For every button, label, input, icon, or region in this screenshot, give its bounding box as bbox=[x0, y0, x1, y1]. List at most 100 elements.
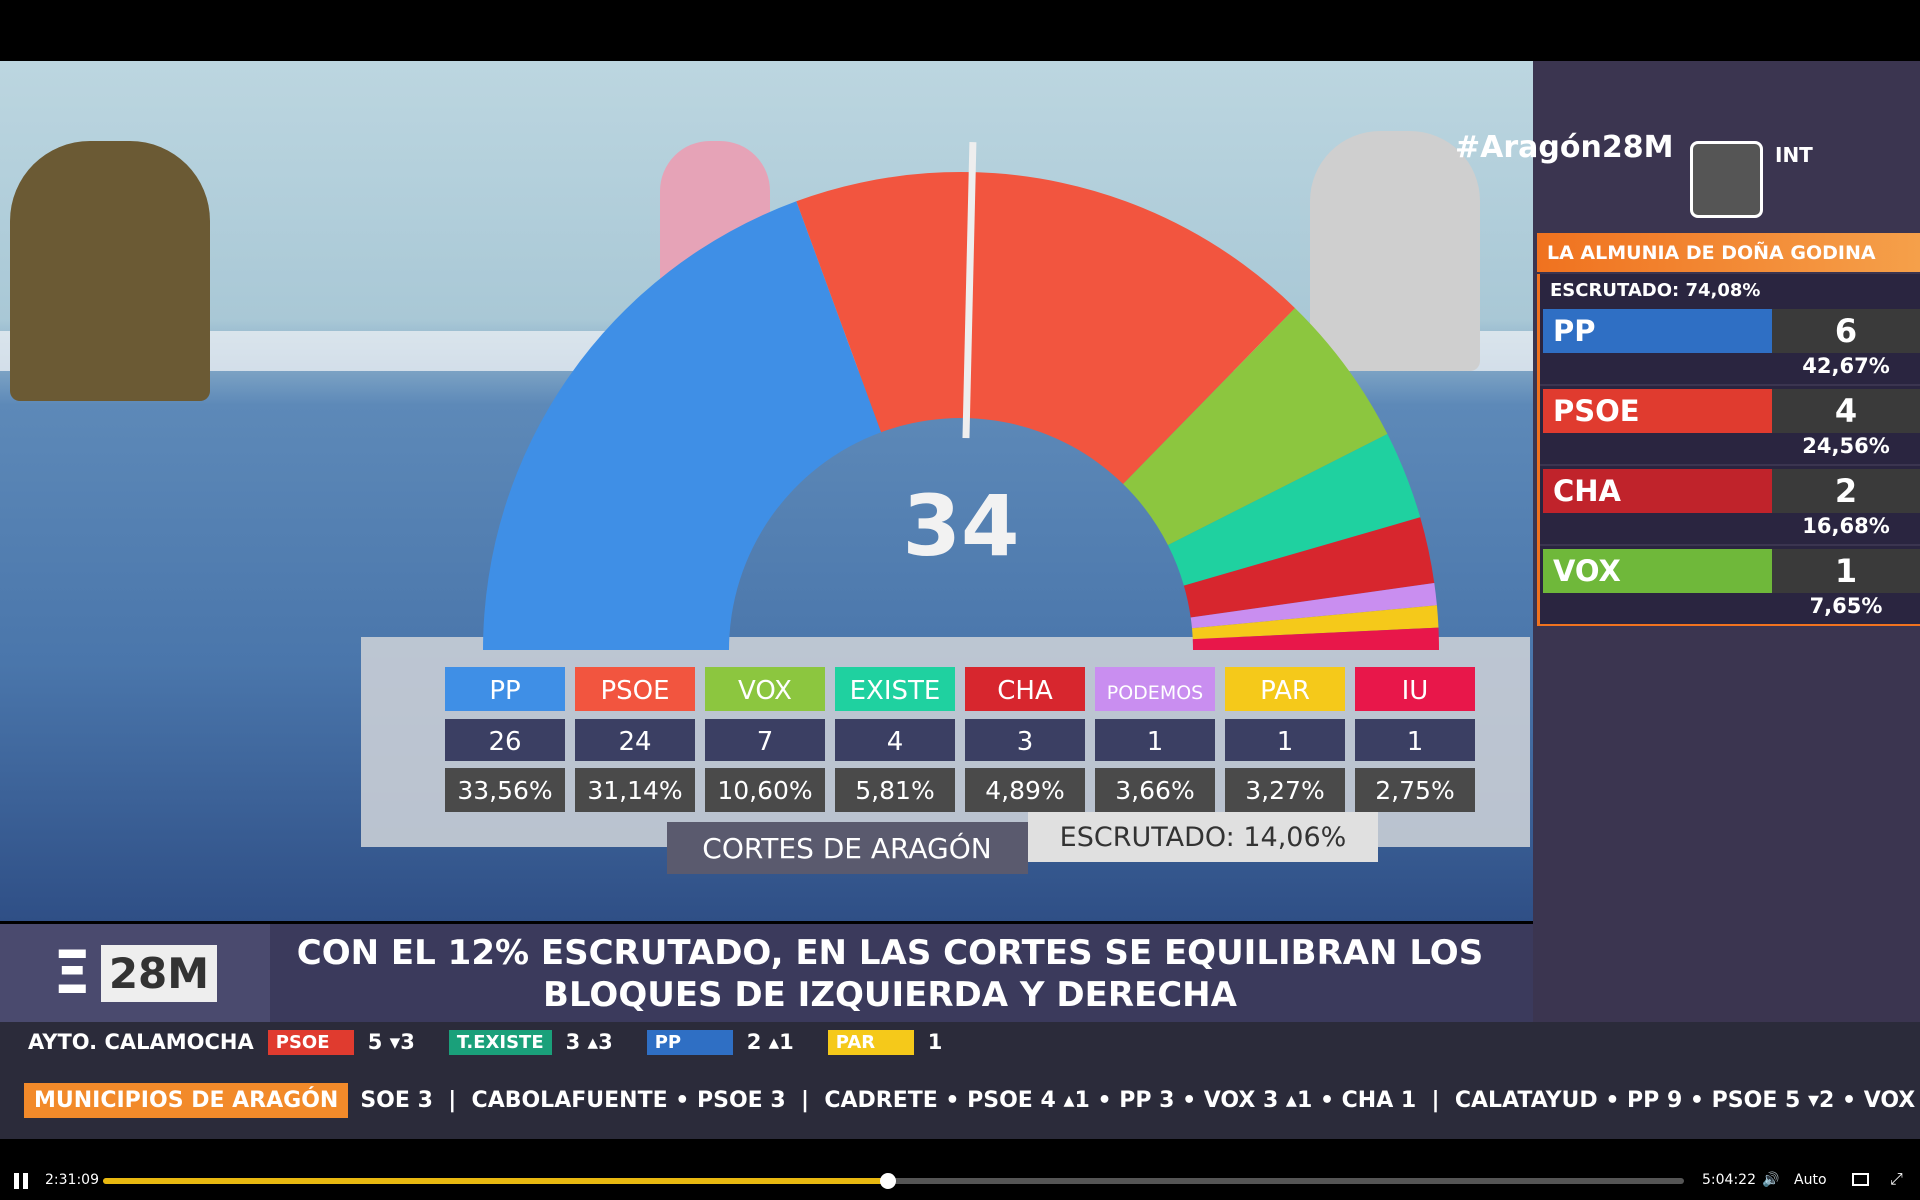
seat-arc bbox=[1183, 517, 1435, 618]
ticker-party: PP bbox=[646, 1029, 733, 1055]
party-pct: 3,66% bbox=[1115, 776, 1194, 805]
seat-count: 1 bbox=[1407, 727, 1424, 757]
progress-played bbox=[103, 1178, 889, 1184]
seat-arc bbox=[483, 201, 882, 650]
seat-count: 1 bbox=[1277, 727, 1294, 757]
party-name: PAR bbox=[1260, 676, 1310, 706]
seat-box bbox=[575, 719, 695, 761]
majority-label: 34 bbox=[903, 477, 1020, 575]
seat-count: 24 bbox=[618, 727, 651, 757]
sidebar-party: PP bbox=[1543, 309, 1772, 353]
seat-count: 1 bbox=[1147, 727, 1164, 757]
sidebar-title: LA ALMUNIA DE DOÑA GODINA bbox=[1537, 233, 1920, 272]
party-name: IU bbox=[1402, 676, 1429, 706]
party-name: PODEMOS bbox=[1107, 682, 1203, 704]
seat-box bbox=[705, 719, 825, 761]
ticker-party: T.EXISTE bbox=[448, 1029, 552, 1055]
party-tag bbox=[835, 667, 955, 711]
sidebar-row: VOX 1 7,65% bbox=[1540, 546, 1920, 624]
sidebar-scrutiny: ESCRUTADO: 74,08% bbox=[1537, 274, 1920, 306]
logo-box: Ξ 28M bbox=[0, 924, 270, 1022]
ticker-result: 2 ▴1 bbox=[746, 1030, 794, 1054]
seat-box bbox=[965, 719, 1085, 761]
sidebar-pct: 7,65% bbox=[1809, 594, 1883, 618]
party-pct: 33,56% bbox=[457, 776, 552, 805]
sidebar-seats: 4 bbox=[1772, 389, 1920, 433]
presenter bbox=[10, 141, 210, 401]
ticker-municipalities: MUNICIPIOS DE ARAGÓN SOE 3 | CABOLAFUENT… bbox=[0, 1062, 1920, 1139]
pct-box bbox=[445, 768, 565, 812]
party-tag bbox=[965, 667, 1085, 711]
quality-button[interactable]: Auto bbox=[1794, 1172, 1827, 1188]
progress-bar[interactable] bbox=[103, 1173, 1684, 1189]
party-pct: 5,81% bbox=[855, 776, 934, 805]
seat-arc bbox=[1190, 582, 1437, 629]
progress-handle bbox=[880, 1173, 897, 1189]
ticker-party: PAR bbox=[827, 1029, 914, 1055]
seat-count: 4 bbox=[887, 727, 904, 757]
player-bar: 2:31:09 5:04:22 🔊 Auto ⤢ bbox=[0, 1139, 1920, 1200]
presenter bbox=[1310, 131, 1480, 371]
chart-title: CORTES DE ARAGÓN bbox=[702, 831, 991, 865]
title-box bbox=[667, 822, 1028, 874]
pct-box bbox=[1355, 768, 1475, 812]
party-tag bbox=[1225, 667, 1345, 711]
party-tag bbox=[1355, 667, 1475, 711]
seat-box bbox=[1095, 719, 1215, 761]
logo-text: 28M bbox=[100, 944, 218, 1002]
sidebar-party: VOX bbox=[1543, 549, 1772, 593]
party-tag bbox=[1095, 667, 1215, 711]
sidebar-seats: 6 bbox=[1772, 309, 1920, 353]
scrutiny: ESCRUTADO: 14,06% bbox=[1060, 822, 1347, 853]
pct-box bbox=[1225, 768, 1345, 812]
scrutiny-box bbox=[1028, 812, 1378, 862]
sidebar-list: PP 6 42,67% PSOE 4 24,56% CHA 2 16,68% VOX 1 7,65% bbox=[1537, 306, 1920, 626]
seat-arc bbox=[796, 171, 1296, 485]
seat-count: 3 bbox=[1017, 727, 1034, 757]
pct-box bbox=[705, 768, 825, 812]
party-pct: 2,75% bbox=[1375, 776, 1454, 805]
sidebar-pct: 42,67% bbox=[1802, 354, 1890, 378]
seat-count: 7 bbox=[757, 727, 774, 757]
seat-arc bbox=[1191, 605, 1439, 640]
headline: CON EL 12% ESCRUTADO, EN LAS CORTES SE E… bbox=[280, 932, 1500, 1016]
party-pct: 3,27% bbox=[1245, 776, 1324, 805]
sidebar-seats: 1 bbox=[1772, 549, 1920, 593]
ticker-party: PSOE bbox=[267, 1029, 354, 1055]
party-tag bbox=[705, 667, 825, 711]
party-name: EXISTE bbox=[850, 676, 941, 706]
lower-third: Ξ 28M CON EL 12% ESCRUTADO, EN LAS CORTE… bbox=[0, 924, 1533, 1022]
party-pct: 4,89% bbox=[985, 776, 1064, 805]
majority-line bbox=[962, 142, 977, 439]
ticker-result: 1 bbox=[927, 1030, 943, 1054]
seat-box bbox=[1225, 719, 1345, 761]
pct-box bbox=[835, 768, 955, 812]
party-tag bbox=[445, 667, 565, 711]
sidebar-pct: 24,56% bbox=[1802, 434, 1890, 458]
party-name: VOX bbox=[738, 676, 792, 706]
logo-mark: Ξ bbox=[52, 938, 91, 1008]
volume-button[interactable]: 🔊 bbox=[1762, 1172, 1780, 1188]
ticker-text: SOE 3 | CABOLAFUENTE • PSOE 3 | CADRETE … bbox=[360, 1088, 1920, 1113]
current-time: 2:31:09 bbox=[45, 1172, 99, 1188]
ticker-results: AYTO. CALAMOCHA PSOE 5 ▾3 T.EXISTE 3 ▴3 PP 2 … bbox=[0, 1022, 1920, 1062]
fullscreen-button[interactable]: ⤢ bbox=[1890, 1169, 1903, 1188]
party-pct: 31,14% bbox=[587, 776, 682, 805]
pip-button[interactable] bbox=[1852, 1173, 1869, 1186]
channel-label: INT bbox=[1775, 143, 1813, 167]
pct-box bbox=[1095, 768, 1215, 812]
seat-arc bbox=[1192, 627, 1439, 650]
sidebar-row: PP 6 42,67% bbox=[1540, 306, 1920, 384]
sidebar-row: PSOE 4 24,56% bbox=[1540, 386, 1920, 464]
panel bbox=[1533, 921, 1920, 1022]
ticker-result: 5 ▾3 bbox=[367, 1030, 415, 1054]
party-name: CHA bbox=[997, 676, 1053, 706]
pct-box bbox=[575, 768, 695, 812]
seat-box bbox=[835, 719, 955, 761]
pause-button[interactable] bbox=[14, 1173, 28, 1189]
duration: 5:04:22 bbox=[1702, 1172, 1756, 1188]
sidebar-seats: 2 bbox=[1772, 469, 1920, 513]
seat-count: 26 bbox=[488, 727, 521, 757]
hashtag: #Aragón28M bbox=[1455, 130, 1674, 165]
